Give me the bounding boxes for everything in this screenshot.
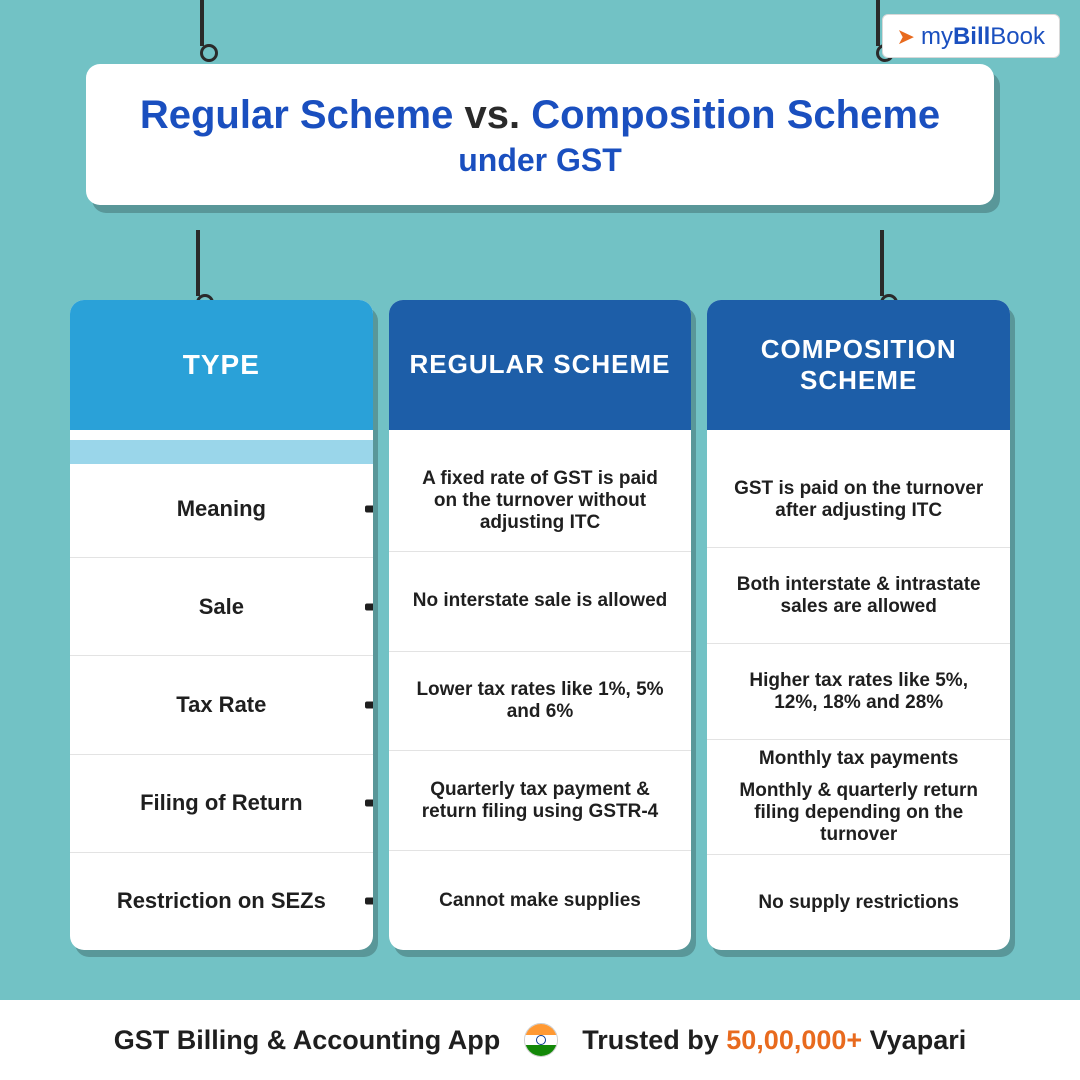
column-composition: COMPOSITION SCHEME GST is paid on the tu… [707,300,1010,950]
footer-bar: GST Billing & Accounting App Trusted by … [0,1000,1080,1080]
column-header: TYPE [70,300,373,430]
hanger-rod [200,0,204,62]
table-cell: Higher tax rates like 5%, 12%, 18% and 2… [707,644,1010,740]
table-cell: Lower tax rates like 1%, 5% and 6% [389,652,692,752]
brand-wordmark: myBillBook [921,23,1045,51]
table-cell: A fixed rate of GST is paid on the turno… [389,452,692,552]
footer-text-left: GST Billing & Accounting App [114,1025,500,1056]
row-label: Filing of Return [70,755,373,853]
hanger-rod [876,0,880,62]
row-label: Meaning [70,460,373,558]
page-title: Regular Scheme vs. Composition Scheme [116,92,964,138]
paper-plane-icon: ➤ [897,26,915,48]
table-cell: Cannot make supplies [389,851,692,950]
column-regular: REGULAR SCHEME A fixed rate of GST is pa… [389,300,692,950]
india-flag-icon [524,1023,558,1057]
row-label: Tax Rate [70,656,373,754]
row-label: Restriction on SEZs [70,853,373,950]
table-cell: GST is paid on the turnover after adjust… [707,452,1010,548]
column-header: REGULAR SCHEME [389,300,692,430]
title-card: Regular Scheme vs. Composition Scheme un… [86,64,994,205]
comparison-table: TYPE Meaning Sale Tax Rate Filing of Ret… [70,300,1010,950]
row-label: Sale [70,558,373,656]
brand-logo: ➤ myBillBook [882,14,1060,58]
table-cell: No interstate sale is allowed [389,552,692,652]
table-cell: No supply restrictions [707,855,1010,950]
table-cell: Quarterly tax payment & return filing us… [389,751,692,851]
table-cell: Both interstate & intrastate sales are a… [707,548,1010,644]
footer-text-right: Trusted by 50,00,000+ Vyapari [582,1025,966,1056]
column-type: TYPE Meaning Sale Tax Rate Filing of Ret… [70,300,373,950]
column-header: COMPOSITION SCHEME [707,300,1010,430]
page-subtitle: under GST [116,142,964,179]
table-cell: Monthly tax payments Monthly & quarterly… [707,740,1010,855]
